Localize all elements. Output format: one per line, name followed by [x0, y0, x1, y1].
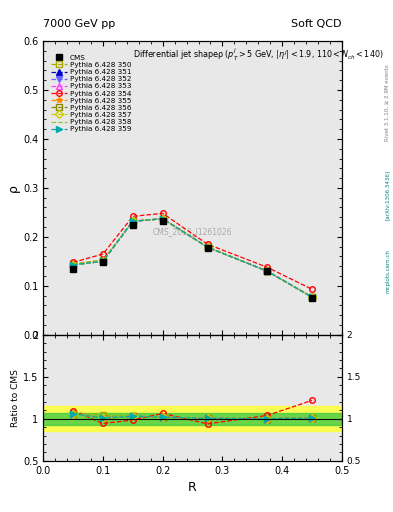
Pythia 6.428 357: [71, 262, 75, 268]
Line: CMS: CMS: [70, 218, 315, 301]
Pythia 6.428 352: [160, 216, 165, 222]
Pythia 6.428 359: [130, 218, 135, 224]
Pythia 6.428 359: [310, 294, 314, 300]
CMS: [205, 245, 210, 251]
Line: Pythia 6.428 354: Pythia 6.428 354: [70, 210, 315, 292]
Pythia 6.428 351: [160, 216, 165, 222]
Text: mcplots.cern.ch: mcplots.cern.ch: [385, 249, 390, 293]
Pythia 6.428 354: [160, 210, 165, 217]
Pythia 6.428 353: [71, 262, 75, 268]
Line: Pythia 6.428 350: Pythia 6.428 350: [70, 216, 315, 300]
Line: Pythia 6.428 352: Pythia 6.428 352: [70, 216, 315, 300]
Pythia 6.428 358: [130, 218, 135, 224]
Pythia 6.428 353: [205, 244, 210, 250]
Pythia 6.428 354: [205, 241, 210, 247]
CMS: [310, 295, 314, 301]
Legend: CMS, Pythia 6.428 350, Pythia 6.428 351, Pythia 6.428 352, Pythia 6.428 353, Pyt: CMS, Pythia 6.428 350, Pythia 6.428 351,…: [50, 53, 133, 134]
Pythia 6.428 359: [71, 262, 75, 268]
Pythia 6.428 359: [101, 258, 105, 264]
Pythia 6.428 353: [160, 216, 165, 222]
Pythia 6.428 357: [205, 244, 210, 250]
Pythia 6.428 359: [160, 216, 165, 222]
Pythia 6.428 355: [130, 218, 135, 224]
Pythia 6.428 356: [265, 268, 270, 274]
Pythia 6.428 351: [205, 244, 210, 250]
Pythia 6.428 355: [265, 268, 270, 274]
Pythia 6.428 354: [130, 213, 135, 219]
Pythia 6.428 353: [130, 218, 135, 224]
Pythia 6.428 358: [71, 262, 75, 268]
Pythia 6.428 356: [101, 258, 105, 264]
CMS: [160, 218, 165, 224]
Line: Pythia 6.428 355: Pythia 6.428 355: [70, 216, 315, 300]
Pythia 6.428 354: [310, 286, 314, 292]
Pythia 6.428 357: [101, 258, 105, 264]
Pythia 6.428 350: [71, 261, 75, 267]
Pythia 6.428 351: [265, 268, 270, 274]
Pythia 6.428 352: [265, 268, 270, 274]
Pythia 6.428 356: [205, 244, 210, 250]
Pythia 6.428 352: [310, 294, 314, 300]
Pythia 6.428 351: [310, 294, 314, 300]
Line: Pythia 6.428 359: Pythia 6.428 359: [70, 216, 315, 300]
Pythia 6.428 353: [265, 268, 270, 274]
Text: 7000 GeV pp: 7000 GeV pp: [43, 19, 116, 29]
Pythia 6.428 355: [71, 262, 75, 268]
Line: Pythia 6.428 357: Pythia 6.428 357: [70, 216, 315, 300]
Pythia 6.428 354: [265, 264, 270, 270]
Pythia 6.428 356: [130, 218, 135, 224]
Y-axis label: Ratio to CMS: Ratio to CMS: [11, 369, 20, 427]
Pythia 6.428 353: [310, 294, 314, 300]
Line: Pythia 6.428 356: Pythia 6.428 356: [70, 216, 315, 300]
Pythia 6.428 358: [101, 258, 105, 264]
Pythia 6.428 356: [160, 216, 165, 222]
Pythia 6.428 351: [130, 218, 135, 224]
Pythia 6.428 353: [101, 258, 105, 264]
Pythia 6.428 352: [205, 244, 210, 250]
Pythia 6.428 355: [160, 216, 165, 222]
Line: Pythia 6.428 351: Pythia 6.428 351: [70, 216, 315, 300]
Text: CMS_2013_I1261026: CMS_2013_I1261026: [153, 227, 232, 237]
Line: Pythia 6.428 358: Pythia 6.428 358: [73, 219, 312, 297]
Pythia 6.428 358: [205, 244, 210, 250]
CMS: [130, 222, 135, 228]
Pythia 6.428 354: [101, 251, 105, 257]
Pythia 6.428 356: [310, 294, 314, 300]
Pythia 6.428 351: [101, 258, 105, 264]
CMS: [101, 259, 105, 265]
Pythia 6.428 352: [71, 262, 75, 268]
Pythia 6.428 354: [71, 259, 75, 265]
Line: Pythia 6.428 353: Pythia 6.428 353: [70, 216, 315, 300]
Text: Rivet 3.1.10, ≥ 2.9M events: Rivet 3.1.10, ≥ 2.9M events: [385, 64, 390, 141]
Pythia 6.428 357: [265, 268, 270, 274]
Pythia 6.428 352: [130, 218, 135, 224]
Text: Differential jet shapeρ ($p_T^j>$5 GeV, $|\eta^j|<$1.9, $110<N_{ch}<$140): Differential jet shapeρ ($p_T^j>$5 GeV, …: [133, 47, 384, 63]
Pythia 6.428 350: [310, 294, 314, 300]
Pythia 6.428 350: [265, 268, 270, 274]
Pythia 6.428 357: [310, 294, 314, 300]
Pythia 6.428 356: [71, 262, 75, 268]
Pythia 6.428 355: [310, 294, 314, 300]
Text: Soft QCD: Soft QCD: [292, 19, 342, 29]
CMS: [265, 268, 270, 274]
CMS: [71, 266, 75, 272]
Pythia 6.428 350: [130, 218, 135, 224]
X-axis label: R: R: [188, 481, 197, 494]
Pythia 6.428 358: [265, 268, 270, 274]
Pythia 6.428 351: [71, 262, 75, 268]
Pythia 6.428 355: [205, 244, 210, 250]
Pythia 6.428 357: [160, 216, 165, 222]
Pythia 6.428 359: [265, 268, 270, 274]
Pythia 6.428 358: [160, 216, 165, 222]
Pythia 6.428 357: [130, 218, 135, 224]
Pythia 6.428 358: [310, 294, 314, 300]
Pythia 6.428 355: [101, 258, 105, 264]
Pythia 6.428 350: [205, 244, 210, 250]
Text: [arXiv:1306.3436]: [arXiv:1306.3436]: [385, 169, 390, 220]
Pythia 6.428 350: [160, 216, 165, 222]
Pythia 6.428 350: [101, 257, 105, 263]
Y-axis label: ρ: ρ: [7, 184, 20, 192]
Pythia 6.428 352: [101, 258, 105, 264]
Pythia 6.428 359: [205, 244, 210, 250]
